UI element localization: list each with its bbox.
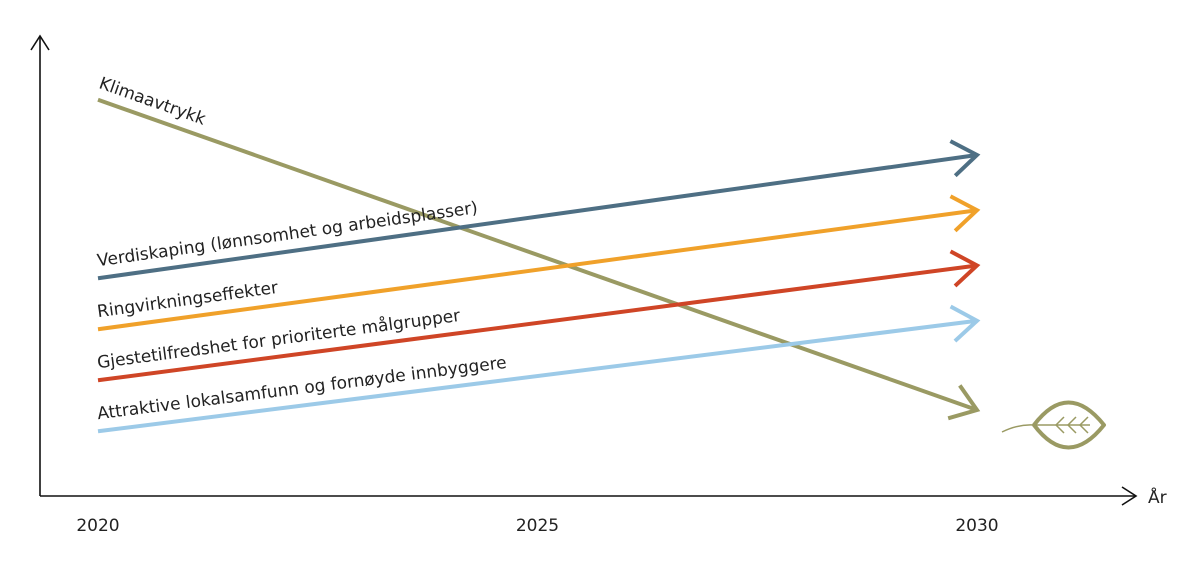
x-axis-label: År	[1148, 486, 1167, 508]
x-tick-label-2020: 2020	[76, 516, 119, 536]
x-tick-label-2025: 2025	[516, 516, 559, 536]
x-tick-labels: 2020 2025 2030	[76, 516, 998, 536]
x-axis-arrow	[1121, 486, 1138, 506]
series-label-0: Klimaavtrykk	[96, 74, 208, 130]
leaf-vein-3	[1078, 416, 1089, 434]
axes: År	[30, 34, 1167, 508]
series-arrowhead-2	[949, 194, 981, 233]
leaf-icon	[1001, 400, 1106, 450]
series-group	[97, 97, 981, 434]
series-line-1	[97, 153, 978, 281]
y-axis-arrow	[30, 34, 50, 51]
series-arrowhead-0	[947, 384, 981, 421]
leaf-stem	[1001, 424, 1090, 433]
leaf-vein-1	[1054, 416, 1065, 434]
leaf-outline	[1032, 400, 1106, 450]
series-arrowhead-4	[949, 304, 981, 343]
series-line-3	[97, 263, 978, 383]
leaf-vein-2	[1066, 416, 1077, 434]
series-line-4	[97, 318, 978, 434]
x-tick-label-2030: 2030	[955, 516, 998, 536]
series-arrowhead-3	[949, 249, 981, 288]
series-line-2	[97, 208, 978, 332]
series-arrowhead-1	[949, 139, 981, 178]
series-line-0	[97, 97, 978, 412]
